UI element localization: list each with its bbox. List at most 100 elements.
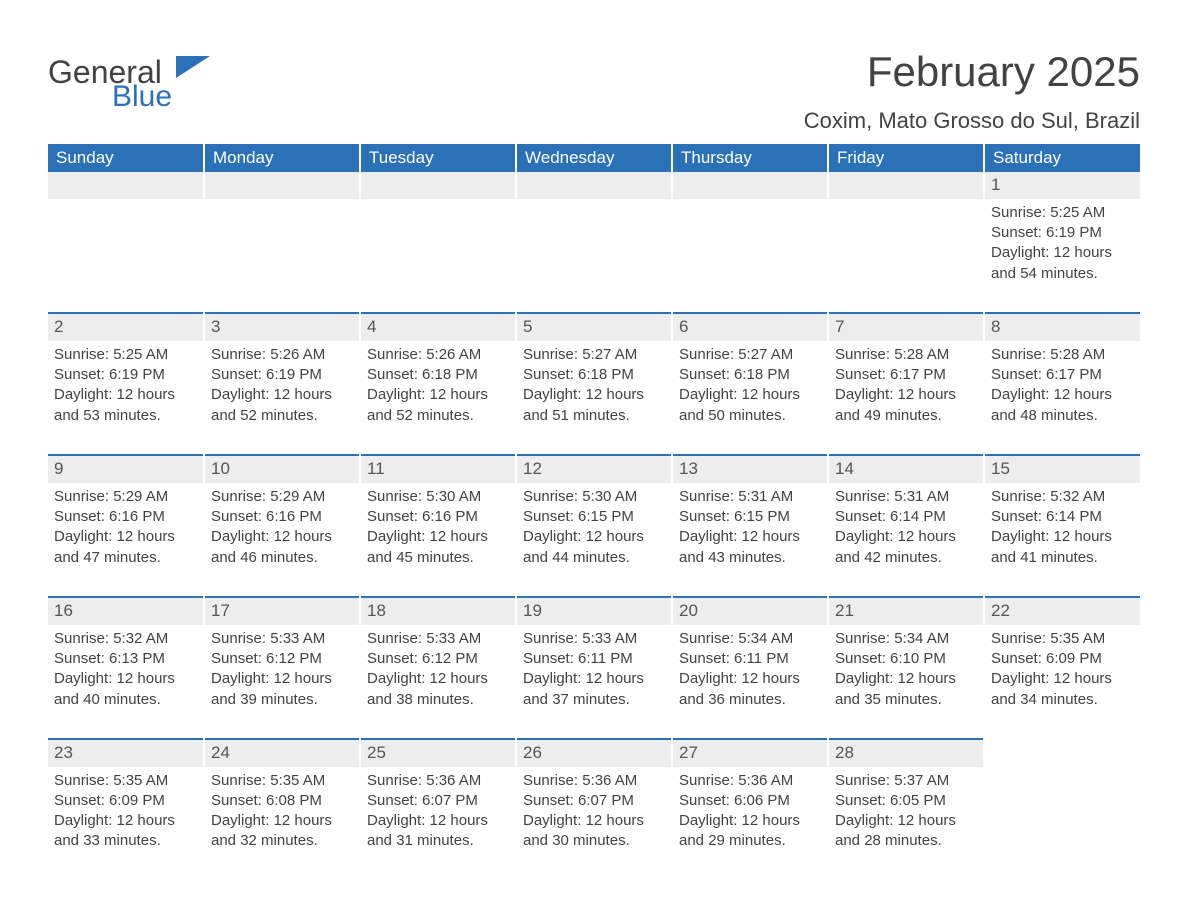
day-number-cell: 3	[204, 313, 360, 341]
sunset-text: Sunset: 6:15 PM	[679, 507, 821, 527]
sunrise-text: Sunrise: 5:31 AM	[835, 487, 977, 507]
sunset-text: Sunset: 6:10 PM	[835, 649, 977, 669]
day-number-cell: 12	[516, 455, 672, 483]
day-number-cell: 7	[828, 313, 984, 341]
day-number-cell: 23	[48, 739, 204, 767]
day-header-row: Sunday Monday Tuesday Wednesday Thursday…	[48, 144, 1140, 172]
sunrise-text: Sunrise: 5:35 AM	[991, 629, 1134, 649]
day-detail-cell: Sunrise: 5:36 AMSunset: 6:06 PMDaylight:…	[672, 767, 828, 880]
sunrise-text: Sunrise: 5:29 AM	[211, 487, 353, 507]
day-number-cell	[672, 172, 828, 199]
sunset-text: Sunset: 6:11 PM	[679, 649, 821, 669]
sunset-text: Sunset: 6:12 PM	[367, 649, 509, 669]
week-detail-row: Sunrise: 5:25 AMSunset: 6:19 PMDaylight:…	[48, 341, 1140, 455]
sunrise-text: Sunrise: 5:25 AM	[991, 203, 1134, 223]
day-number-cell: 4	[360, 313, 516, 341]
sunrise-text: Sunrise: 5:37 AM	[835, 771, 977, 791]
daylight-text: Daylight: 12 hours and 37 minutes.	[523, 669, 665, 710]
day-number-cell: 2	[48, 313, 204, 341]
day-number-cell: 9	[48, 455, 204, 483]
day-detail-cell: Sunrise: 5:27 AMSunset: 6:18 PMDaylight:…	[516, 341, 672, 455]
day-detail-cell: Sunrise: 5:28 AMSunset: 6:17 PMDaylight:…	[828, 341, 984, 455]
sunset-text: Sunset: 6:07 PM	[523, 791, 665, 811]
day-detail-cell: Sunrise: 5:32 AMSunset: 6:13 PMDaylight:…	[48, 625, 204, 739]
sunset-text: Sunset: 6:18 PM	[367, 365, 509, 385]
sunset-text: Sunset: 6:19 PM	[54, 365, 197, 385]
daylight-text: Daylight: 12 hours and 50 minutes.	[679, 385, 821, 426]
daylight-text: Daylight: 12 hours and 34 minutes.	[991, 669, 1134, 710]
day-detail: Sunrise: 5:35 AMSunset: 6:09 PMDaylight:…	[54, 767, 197, 852]
day-detail-cell: Sunrise: 5:26 AMSunset: 6:19 PMDaylight:…	[204, 341, 360, 455]
day-detail: Sunrise: 5:27 AMSunset: 6:18 PMDaylight:…	[523, 341, 665, 426]
day-detail-cell: Sunrise: 5:26 AMSunset: 6:18 PMDaylight:…	[360, 341, 516, 455]
sunrise-text: Sunrise: 5:28 AM	[835, 345, 977, 365]
daylight-text: Daylight: 12 hours and 28 minutes.	[835, 811, 977, 852]
daylight-text: Daylight: 12 hours and 35 minutes.	[835, 669, 977, 710]
daylight-text: Daylight: 12 hours and 51 minutes.	[523, 385, 665, 426]
sunrise-text: Sunrise: 5:35 AM	[211, 771, 353, 791]
sunset-text: Sunset: 6:13 PM	[54, 649, 197, 669]
day-detail-cell: Sunrise: 5:35 AMSunset: 6:09 PMDaylight:…	[48, 767, 204, 880]
day-detail: Sunrise: 5:34 AMSunset: 6:11 PMDaylight:…	[679, 625, 821, 710]
day-number-cell: 13	[672, 455, 828, 483]
daylight-text: Daylight: 12 hours and 30 minutes.	[523, 811, 665, 852]
day-number-cell	[360, 172, 516, 199]
sunset-text: Sunset: 6:09 PM	[991, 649, 1134, 669]
daylight-text: Daylight: 12 hours and 41 minutes.	[991, 527, 1134, 568]
sunrise-text: Sunrise: 5:33 AM	[367, 629, 509, 649]
week-number-row: 9101112131415	[48, 455, 1140, 483]
sunset-text: Sunset: 6:19 PM	[991, 223, 1134, 243]
day-detail: Sunrise: 5:25 AMSunset: 6:19 PMDaylight:…	[54, 341, 197, 426]
day-detail: Sunrise: 5:25 AMSunset: 6:19 PMDaylight:…	[991, 199, 1134, 284]
sunrise-text: Sunrise: 5:32 AM	[991, 487, 1134, 507]
day-number-cell	[984, 739, 1140, 767]
sunset-text: Sunset: 6:16 PM	[211, 507, 353, 527]
brand-logo: General Blue	[48, 48, 210, 112]
day-detail-cell: Sunrise: 5:25 AMSunset: 6:19 PMDaylight:…	[48, 341, 204, 455]
sunrise-text: Sunrise: 5:32 AM	[54, 629, 197, 649]
sunrise-text: Sunrise: 5:27 AM	[523, 345, 665, 365]
logo-text: General Blue	[48, 56, 172, 112]
sunrise-text: Sunrise: 5:33 AM	[523, 629, 665, 649]
sunrise-text: Sunrise: 5:34 AM	[835, 629, 977, 649]
day-detail-cell: Sunrise: 5:36 AMSunset: 6:07 PMDaylight:…	[516, 767, 672, 880]
day-detail-cell: Sunrise: 5:32 AMSunset: 6:14 PMDaylight:…	[984, 483, 1140, 597]
daylight-text: Daylight: 12 hours and 32 minutes.	[211, 811, 353, 852]
sunset-text: Sunset: 6:09 PM	[54, 791, 197, 811]
daylight-text: Daylight: 12 hours and 54 minutes.	[991, 243, 1134, 284]
day-detail-cell: Sunrise: 5:35 AMSunset: 6:09 PMDaylight:…	[984, 625, 1140, 739]
day-detail: Sunrise: 5:26 AMSunset: 6:18 PMDaylight:…	[367, 341, 509, 426]
day-detail-cell: Sunrise: 5:36 AMSunset: 6:07 PMDaylight:…	[360, 767, 516, 880]
calendar-table: Sunday Monday Tuesday Wednesday Thursday…	[48, 144, 1140, 880]
sunrise-text: Sunrise: 5:26 AM	[211, 345, 353, 365]
day-detail: Sunrise: 5:28 AMSunset: 6:17 PMDaylight:…	[991, 341, 1134, 426]
sunrise-text: Sunrise: 5:35 AM	[54, 771, 197, 791]
day-number-cell: 16	[48, 597, 204, 625]
day-number-cell: 21	[828, 597, 984, 625]
sunset-text: Sunset: 6:15 PM	[523, 507, 665, 527]
sunset-text: Sunset: 6:17 PM	[835, 365, 977, 385]
day-detail-cell: Sunrise: 5:27 AMSunset: 6:18 PMDaylight:…	[672, 341, 828, 455]
sunset-text: Sunset: 6:19 PM	[211, 365, 353, 385]
sunrise-text: Sunrise: 5:34 AM	[679, 629, 821, 649]
col-sunday: Sunday	[48, 144, 204, 172]
daylight-text: Daylight: 12 hours and 46 minutes.	[211, 527, 353, 568]
sunset-text: Sunset: 6:18 PM	[523, 365, 665, 385]
day-number-cell: 20	[672, 597, 828, 625]
daylight-text: Daylight: 12 hours and 49 minutes.	[835, 385, 977, 426]
sunset-text: Sunset: 6:14 PM	[991, 507, 1134, 527]
day-number-cell: 25	[360, 739, 516, 767]
sunrise-text: Sunrise: 5:31 AM	[679, 487, 821, 507]
daylight-text: Daylight: 12 hours and 52 minutes.	[211, 385, 353, 426]
week-number-row: 2345678	[48, 313, 1140, 341]
daylight-text: Daylight: 12 hours and 42 minutes.	[835, 527, 977, 568]
col-tuesday: Tuesday	[360, 144, 516, 172]
day-detail-cell	[984, 767, 1140, 880]
day-number-cell	[48, 172, 204, 199]
day-detail-cell: Sunrise: 5:31 AMSunset: 6:15 PMDaylight:…	[672, 483, 828, 597]
sunset-text: Sunset: 6:05 PM	[835, 791, 977, 811]
day-number-cell: 5	[516, 313, 672, 341]
day-detail: Sunrise: 5:29 AMSunset: 6:16 PMDaylight:…	[54, 483, 197, 568]
header: General Blue February 2025 Coxim, Mato G…	[48, 48, 1140, 140]
day-number-cell: 17	[204, 597, 360, 625]
